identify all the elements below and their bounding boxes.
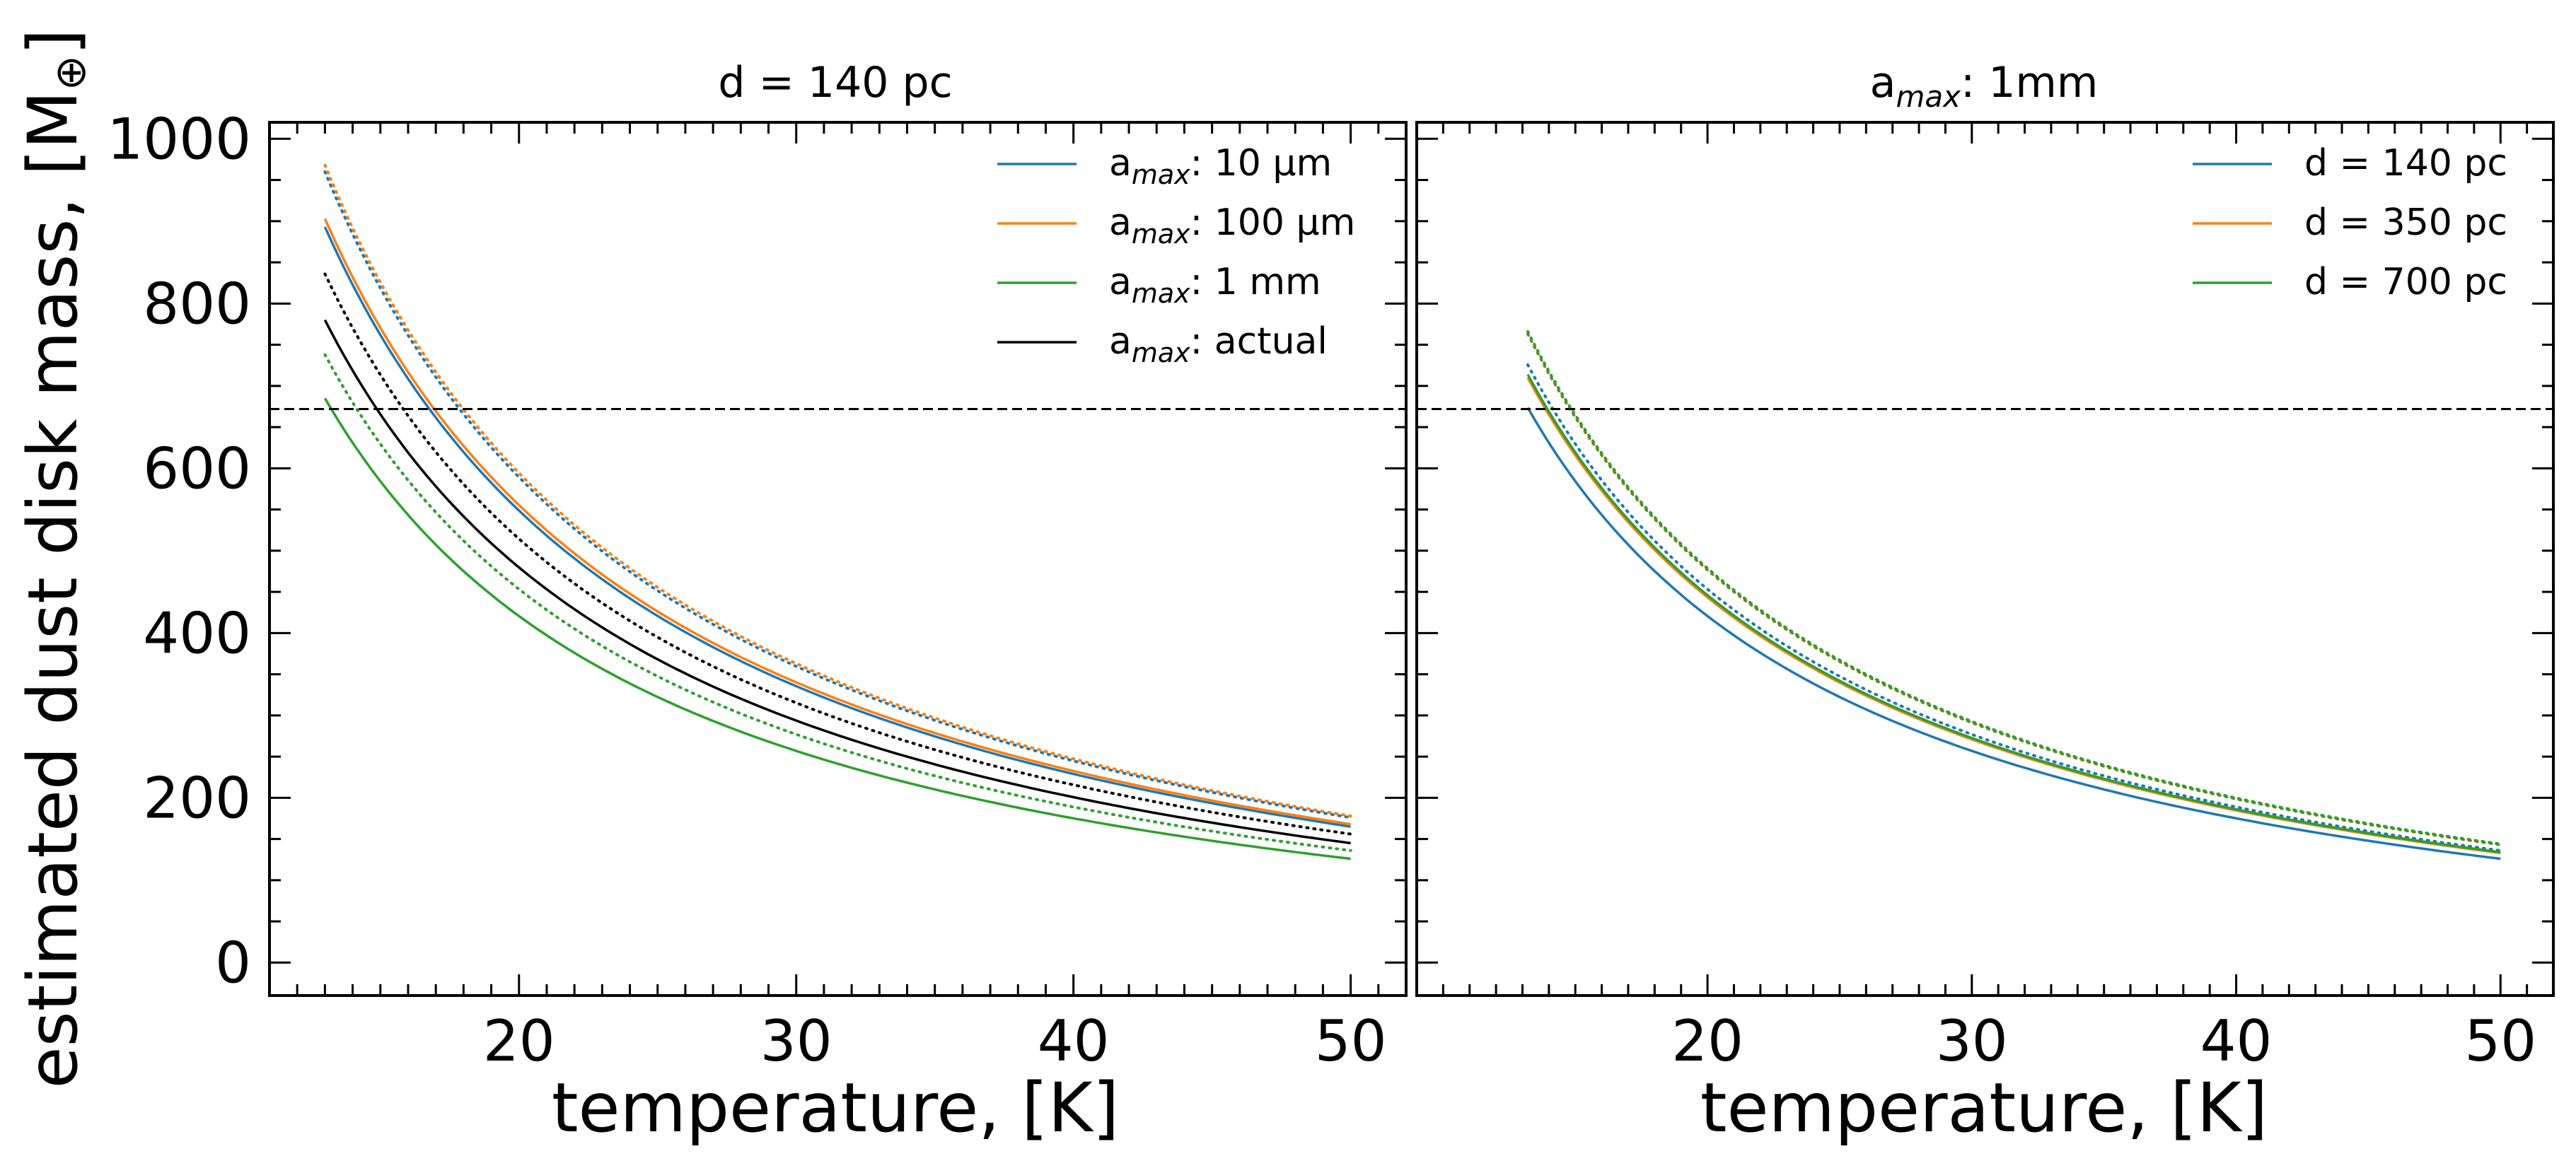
right-plot-frame — [1415, 121, 2555, 997]
right-x-tick-label: 20 — [1671, 1008, 1744, 1074]
left-axis-ticks: 20 30 40 50 0 200 400 600 800 1000 — [107, 106, 1408, 1074]
right-x-tick-label: 50 — [2464, 1008, 2536, 1074]
right-legend: d = 140 pc d = 350 pc d = 700 pc — [2193, 142, 2507, 303]
right-x-axis-label: temperature, [K] — [1700, 1068, 2268, 1148]
left-series-line — [323, 272, 1352, 836]
left-y-tick-label: 400 — [143, 600, 251, 666]
right-title-prefix: a — [1870, 58, 1896, 107]
left-series-line — [323, 163, 1352, 817]
legend-sub: max — [1132, 278, 1190, 309]
legend-suffix: : 1 mm — [1190, 261, 1321, 303]
y-axis-label-symbol: ⊕ — [46, 55, 95, 91]
left-legend-label: amax: 100 μm — [1109, 202, 1355, 250]
left-x-tick-label: 50 — [1315, 1008, 1387, 1074]
right-title-suffix: : 1mm — [1961, 58, 2098, 107]
legend-sub: max — [1132, 218, 1190, 250]
legend-suffix: : 100 μm — [1190, 202, 1356, 244]
legend-suffix: : actual — [1190, 320, 1328, 363]
legend-prefix: a — [1109, 202, 1132, 244]
right-series-line — [1526, 373, 2501, 854]
y-axis-label-close: ] — [13, 29, 93, 55]
y-axis-label-text: estimated dust disk mass, [M — [13, 91, 93, 1088]
legend-prefix: a — [1109, 261, 1132, 303]
left-plot-frame — [268, 121, 1408, 997]
left-series-line — [323, 319, 1351, 845]
left-series-line — [323, 397, 1351, 860]
left-series-line — [323, 218, 1351, 826]
left-x-tick-label: 20 — [483, 1008, 555, 1074]
left-panel-title: d = 140 pc — [718, 58, 952, 107]
left-y-tick-label: 200 — [143, 765, 251, 831]
left-legend-label: amax: 1 mm — [1109, 261, 1321, 309]
right-x-tick-label: 40 — [2200, 1008, 2273, 1074]
right-x-tick-label: 30 — [1936, 1008, 2008, 1074]
left-series-line — [323, 226, 1351, 828]
right-panel: amax: 1mm 20 30 40 50 temperature, [K] d = … — [1415, 58, 2555, 1148]
right-series-line — [1526, 407, 2501, 860]
left-x-tick-label: 30 — [760, 1008, 832, 1074]
left-legend-label: amax: actual — [1109, 320, 1328, 368]
left-panel: d = 140 pc 20 30 40 50 0 200 400 600 800 1000 tem… — [107, 58, 1408, 1148]
y-axis-label: estimated dust disk mass, [M⊕] — [13, 29, 95, 1089]
legend-prefix: a — [1109, 320, 1132, 363]
left-y-tick-label: 0 — [215, 930, 251, 996]
right-series-lines — [1417, 329, 2553, 860]
right-legend-label: d = 350 pc — [2304, 202, 2507, 244]
right-panel-title: amax: 1mm — [1870, 58, 2099, 114]
left-y-tick-label: 600 — [143, 436, 251, 501]
legend-sub: max — [1132, 337, 1190, 368]
legend-suffix: : 10 μm — [1190, 142, 1332, 185]
left-series-line — [323, 353, 1352, 852]
left-x-axis-label: temperature, [K] — [552, 1068, 1119, 1148]
right-title-sub: max — [1896, 79, 1961, 114]
right-legend-label: d = 140 pc — [2304, 142, 2507, 185]
right-series-line — [1526, 363, 2502, 852]
left-series-lines — [269, 163, 1406, 860]
left-series-line — [323, 170, 1352, 819]
left-y-tick-label: 800 — [143, 271, 251, 337]
right-legend-label: d = 700 pc — [2304, 261, 2507, 303]
right-series-line — [1526, 329, 2502, 846]
legend-prefix: a — [1109, 142, 1132, 185]
legend-sub: max — [1132, 159, 1190, 190]
left-y-tick-label: 1000 — [107, 106, 251, 172]
left-x-tick-label: 40 — [1038, 1008, 1110, 1074]
left-legend-label: amax: 10 μm — [1109, 142, 1332, 190]
right-series-line — [1526, 377, 2501, 855]
